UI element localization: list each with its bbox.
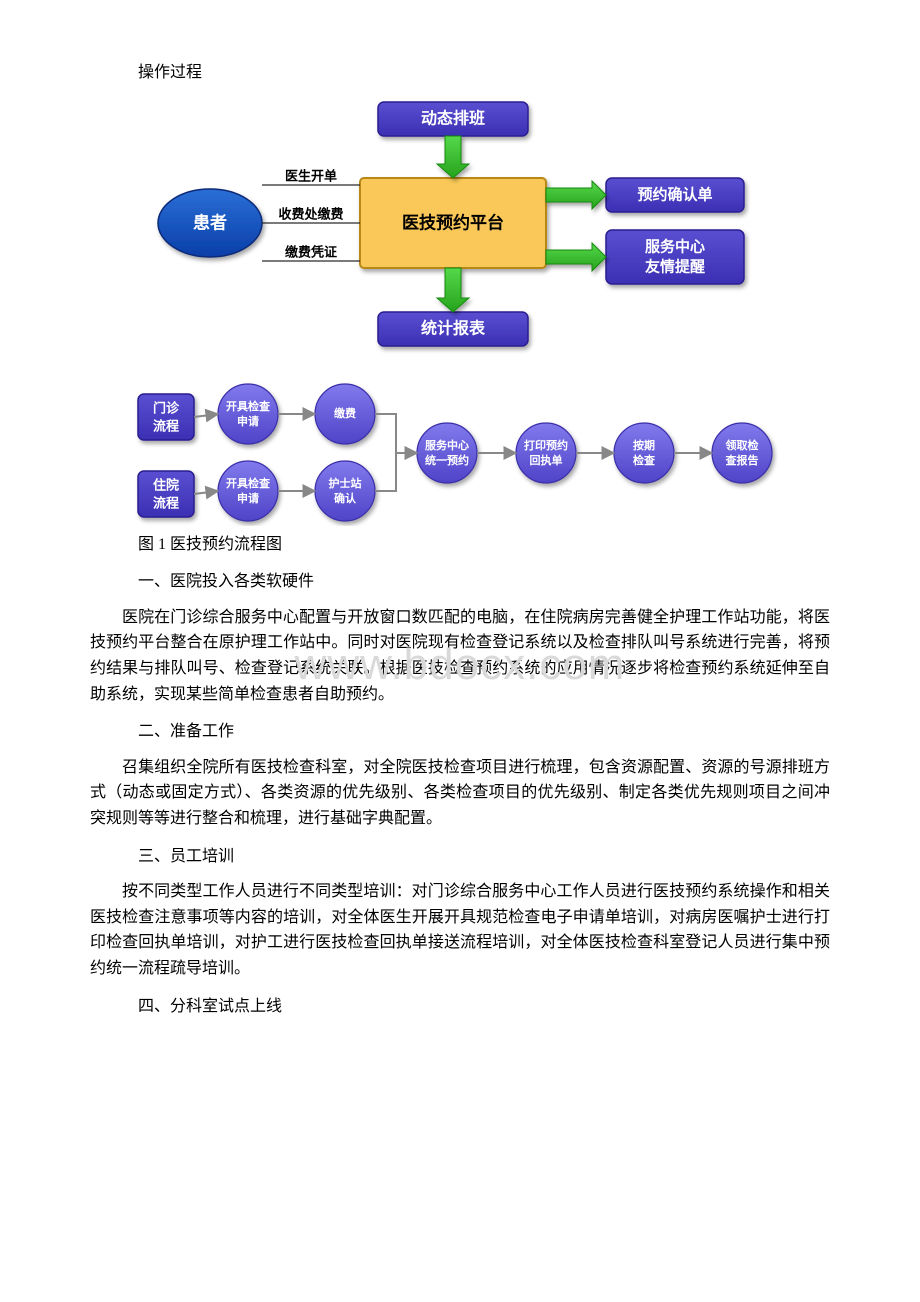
svg-text:预约确认单: 预约确认单 <box>637 185 712 203</box>
svg-text:流程: 流程 <box>153 495 179 510</box>
section-4-title: 四、分科室试点上线 <box>138 994 830 1020</box>
svg-text:患者: 患者 <box>193 212 227 232</box>
svg-text:开具检查: 开具检查 <box>226 476 270 490</box>
section-3-body: 按不同类型工作人员进行不同类型培训：对门诊综合服务中心工作人员进行医技预约系统操… <box>90 879 830 981</box>
svg-text:收费处缴费: 收费处缴费 <box>278 206 343 221</box>
svg-text:统一预约: 统一预约 <box>425 453 469 467</box>
svg-text:回执单: 回执单 <box>530 453 563 467</box>
svg-text:流程: 流程 <box>153 418 179 433</box>
svg-text:打印预约: 打印预约 <box>524 438 568 452</box>
svg-text:开具检查: 开具检查 <box>226 399 270 413</box>
figure-caption: 图 1 医技预约流程图 <box>138 532 830 558</box>
svg-text:动态排班: 动态排班 <box>421 108 485 127</box>
svg-text:医技预约平台: 医技预约平台 <box>402 212 504 232</box>
section-3-title: 三、员工培训 <box>138 844 830 870</box>
section-heading: 操作过程 <box>138 60 830 86</box>
section-2-title: 二、准备工作 <box>138 719 830 745</box>
svg-text:缴费: 缴费 <box>334 406 356 420</box>
svg-text:服务中心: 服务中心 <box>425 438 469 452</box>
svg-text:服务中心: 服务中心 <box>645 237 705 255</box>
svg-text:门诊: 门诊 <box>153 400 180 415</box>
svg-text:查报告: 查报告 <box>726 453 759 467</box>
svg-text:检查: 检查 <box>633 453 655 467</box>
svg-text:申请: 申请 <box>237 414 259 428</box>
section-2-body: 召集组织全院所有医技检查科室，对全院医技检查项目进行梳理，包含资源配置、资源的号… <box>90 755 830 832</box>
svg-text:领取检: 领取检 <box>725 438 759 452</box>
svg-text:统计报表: 统计报表 <box>421 318 486 337</box>
svg-text:确认: 确认 <box>334 491 357 505</box>
svg-text:缴费凭证: 缴费凭证 <box>285 244 337 259</box>
svg-text:按期: 按期 <box>633 438 655 452</box>
flowchart-container: 动态排班医技预约平台统计报表预约确认单服务中心友情提醒患者医生开单收费处缴费缴费… <box>120 96 830 526</box>
svg-text:护士站: 护士站 <box>329 476 362 490</box>
section-1-body: 医院在门诊综合服务中心配置与开放窗口数匹配的电脑，在住院病房完善健全护理工作站功… <box>90 605 830 707</box>
section-1-title: 一、医院投入各类软硬件 <box>138 569 830 595</box>
svg-text:友情提醒: 友情提醒 <box>645 257 705 275</box>
svg-text:医生开单: 医生开单 <box>285 168 337 183</box>
flowchart-svg: 动态排班医技预约平台统计报表预约确认单服务中心友情提醒患者医生开单收费处缴费缴费… <box>120 96 780 526</box>
svg-text:住院: 住院 <box>153 477 179 492</box>
svg-text:申请: 申请 <box>237 491 259 505</box>
